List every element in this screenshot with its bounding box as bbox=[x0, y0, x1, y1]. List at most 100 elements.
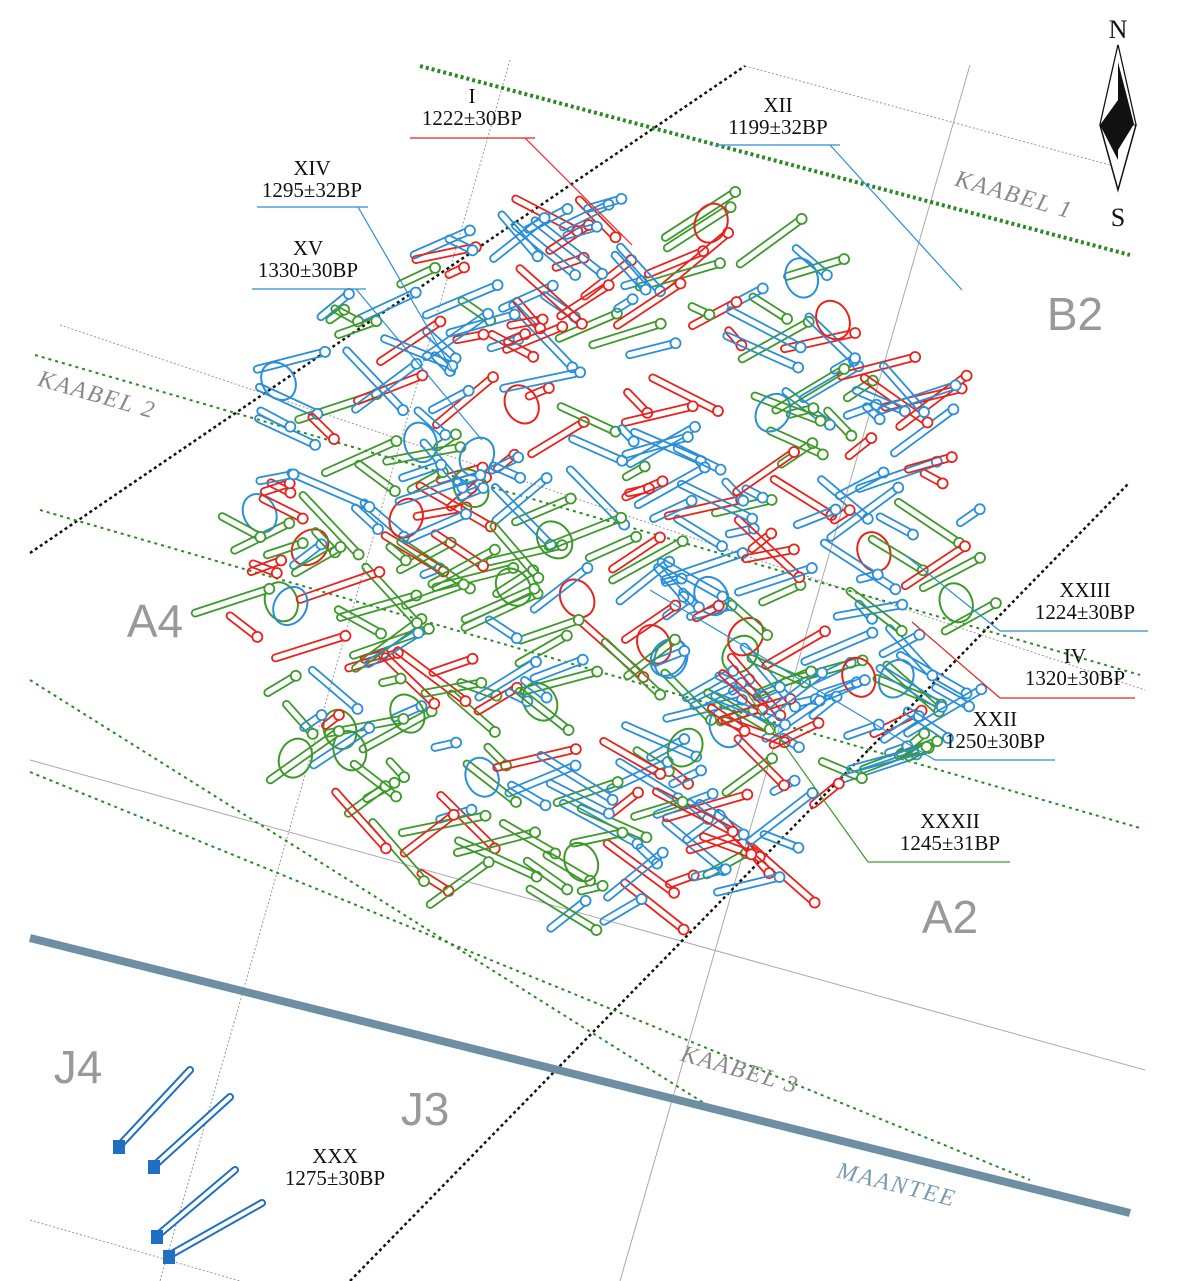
bone bbox=[613, 277, 687, 330]
bone bbox=[351, 357, 423, 414]
bone-end bbox=[296, 512, 309, 525]
bone-end bbox=[918, 406, 930, 418]
bone-end bbox=[898, 405, 911, 418]
bone-end bbox=[960, 369, 973, 382]
bone-end bbox=[816, 666, 829, 679]
bone bbox=[588, 317, 667, 350]
bone bbox=[545, 779, 615, 820]
bone-end bbox=[602, 279, 615, 292]
bone bbox=[761, 625, 831, 670]
bone bbox=[368, 818, 430, 888]
bone-end bbox=[865, 432, 878, 444]
bone bbox=[153, 1095, 232, 1167]
skull bbox=[277, 737, 314, 779]
bone bbox=[660, 186, 742, 242]
bone bbox=[321, 709, 345, 730]
bone bbox=[484, 615, 523, 645]
bone bbox=[389, 693, 426, 734]
bone-end bbox=[275, 554, 288, 567]
compass-north: N bbox=[1109, 15, 1128, 44]
bone-end bbox=[812, 717, 825, 729]
bone-end bbox=[616, 826, 629, 839]
bone bbox=[190, 582, 276, 618]
bone bbox=[574, 195, 622, 244]
bone-end bbox=[538, 212, 551, 224]
bone bbox=[768, 717, 825, 750]
bone bbox=[938, 582, 974, 624]
bone-end bbox=[459, 695, 472, 708]
bone bbox=[649, 637, 688, 677]
bone bbox=[845, 586, 908, 637]
bone-shaft bbox=[620, 402, 694, 427]
bone-shaft bbox=[867, 534, 925, 573]
bone bbox=[726, 306, 807, 354]
bone-end bbox=[561, 203, 574, 215]
burial-date: 1245±31BP bbox=[900, 831, 1000, 855]
bone-end bbox=[781, 312, 793, 325]
bone-end bbox=[615, 192, 628, 205]
bone-end bbox=[849, 352, 861, 365]
bone-end bbox=[447, 808, 460, 821]
bone bbox=[733, 734, 790, 792]
bone bbox=[625, 420, 701, 469]
bone bbox=[349, 759, 402, 803]
bone-end bbox=[639, 283, 652, 296]
bone-shaft bbox=[411, 243, 477, 264]
grid-label: J3 bbox=[401, 1083, 450, 1135]
bone-shaft bbox=[331, 787, 389, 851]
bone-end bbox=[397, 404, 409, 417]
bone bbox=[817, 757, 868, 785]
bone-end bbox=[632, 786, 644, 799]
bone-end bbox=[973, 503, 986, 516]
bone bbox=[425, 856, 495, 909]
bone-end bbox=[334, 541, 347, 553]
bone bbox=[662, 201, 737, 253]
bone bbox=[299, 709, 328, 732]
bone-end bbox=[596, 267, 609, 280]
bone-shaft bbox=[903, 453, 953, 474]
bone-end bbox=[942, 732, 954, 744]
bone-end bbox=[590, 220, 603, 233]
bone bbox=[445, 308, 521, 338]
leader-line bbox=[911, 621, 1001, 699]
bone bbox=[263, 581, 299, 623]
bone-end bbox=[389, 485, 401, 498]
burial-date: 1330±30BP bbox=[258, 258, 358, 282]
bone-end bbox=[974, 551, 986, 564]
burial-id: IV bbox=[1064, 644, 1086, 668]
bone bbox=[420, 676, 488, 698]
bone-shaft bbox=[499, 368, 582, 393]
bone-end bbox=[460, 508, 472, 520]
bone bbox=[651, 787, 739, 838]
bone-end bbox=[838, 253, 850, 265]
bone bbox=[666, 727, 704, 768]
bone-shaft bbox=[745, 790, 815, 846]
bone bbox=[546, 894, 592, 933]
bone bbox=[692, 599, 725, 623]
bone-end bbox=[450, 736, 463, 749]
bone bbox=[349, 622, 435, 660]
bone-end bbox=[309, 438, 322, 451]
bone-end bbox=[397, 712, 410, 725]
bone bbox=[514, 629, 573, 668]
bone-end bbox=[808, 896, 821, 909]
leader-line bbox=[355, 288, 483, 441]
bone-end bbox=[477, 482, 490, 494]
bone bbox=[766, 426, 829, 461]
skull bbox=[784, 257, 820, 299]
bone-end bbox=[446, 359, 459, 372]
bone-end bbox=[251, 630, 264, 643]
foot bbox=[148, 1160, 160, 1174]
bone-end bbox=[576, 653, 589, 666]
bone-end bbox=[611, 776, 624, 788]
skull bbox=[727, 617, 765, 657]
bone bbox=[584, 530, 643, 563]
bone-end bbox=[479, 809, 492, 822]
burial-date: 1222±30BP bbox=[422, 106, 522, 130]
bone-end bbox=[631, 837, 644, 850]
bone-shaft bbox=[516, 616, 580, 645]
bone-end bbox=[662, 765, 675, 778]
bone bbox=[940, 597, 1002, 636]
bone-end bbox=[989, 597, 1002, 610]
bone bbox=[722, 331, 805, 374]
